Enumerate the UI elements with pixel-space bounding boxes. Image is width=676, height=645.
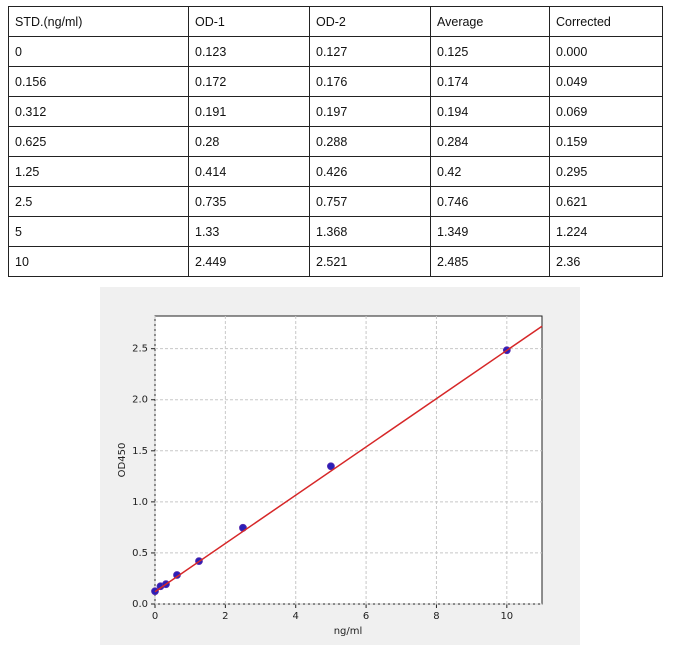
x-tick-label: 6	[363, 611, 369, 622]
x-tick-label: 2	[222, 611, 228, 622]
x-axis-label: ng/ml	[334, 626, 363, 637]
table-row: 5 1.33 1.368 1.349 1.224	[8, 216, 663, 247]
table-cell: STD.(ng/ml)	[8, 6, 189, 37]
table-cell: 0.414	[188, 156, 310, 187]
data-table: STD.(ng/ml) OD-1 OD-2 Average Corrected 0 0.12…	[8, 6, 663, 277]
y-axis-label: OD450	[117, 443, 128, 478]
x-tick-label: 0	[152, 611, 158, 622]
table-cell: Average	[430, 6, 550, 37]
table-cell: 0.123	[188, 36, 310, 67]
table-cell: 2.449	[188, 246, 310, 277]
y-tick-label: 0.0	[132, 599, 148, 610]
table-cell: 0.621	[549, 186, 663, 217]
table-row: 0 0.123 0.127 0.125 0.000	[8, 36, 663, 67]
y-tick-label: 0.5	[132, 548, 148, 559]
x-tick-label: 8	[433, 611, 439, 622]
table-cell: 0.127	[309, 36, 431, 67]
y-tick-label: 2.5	[132, 344, 148, 355]
y-tick-label: 2.0	[132, 395, 148, 406]
table-cell: 0.284	[430, 126, 550, 157]
table-row: 10 2.449 2.521 2.485 2.36	[8, 246, 663, 277]
table-cell: Corrected	[549, 6, 663, 37]
table-cell: 2.485	[430, 246, 550, 277]
y-tick-label: 1.5	[132, 446, 148, 457]
table-cell: 2.36	[549, 246, 663, 277]
table-cell: 0.28	[188, 126, 310, 157]
table-cell: 1.368	[309, 216, 431, 247]
table-cell: 0.174	[430, 66, 550, 97]
table-cell: 0.176	[309, 66, 431, 97]
y-tick-label: 1.0	[132, 497, 148, 508]
table-cell: 10	[8, 246, 189, 277]
table-cell: 0.194	[430, 96, 550, 127]
table-cell: 2.5	[8, 186, 189, 217]
table-cell: 2.521	[309, 246, 431, 277]
header-row: STD.(ng/ml) OD-1 OD-2 Average Corrected	[8, 6, 663, 37]
plot-area	[154, 315, 543, 605]
table-cell: 1.224	[549, 216, 663, 247]
table-cell: 0.42	[430, 156, 550, 187]
table-cell: 0.312	[8, 96, 189, 127]
table-cell: 0.295	[549, 156, 663, 187]
table-cell: OD-1	[188, 6, 310, 37]
x-tick-label: 4	[293, 611, 299, 622]
x-tick-label: 10	[500, 611, 513, 622]
table-row: 0.312 0.191 0.197 0.194 0.069	[8, 96, 663, 127]
fit-line	[154, 325, 543, 593]
data-point	[327, 462, 335, 471]
table-cell: 0.197	[309, 96, 431, 127]
